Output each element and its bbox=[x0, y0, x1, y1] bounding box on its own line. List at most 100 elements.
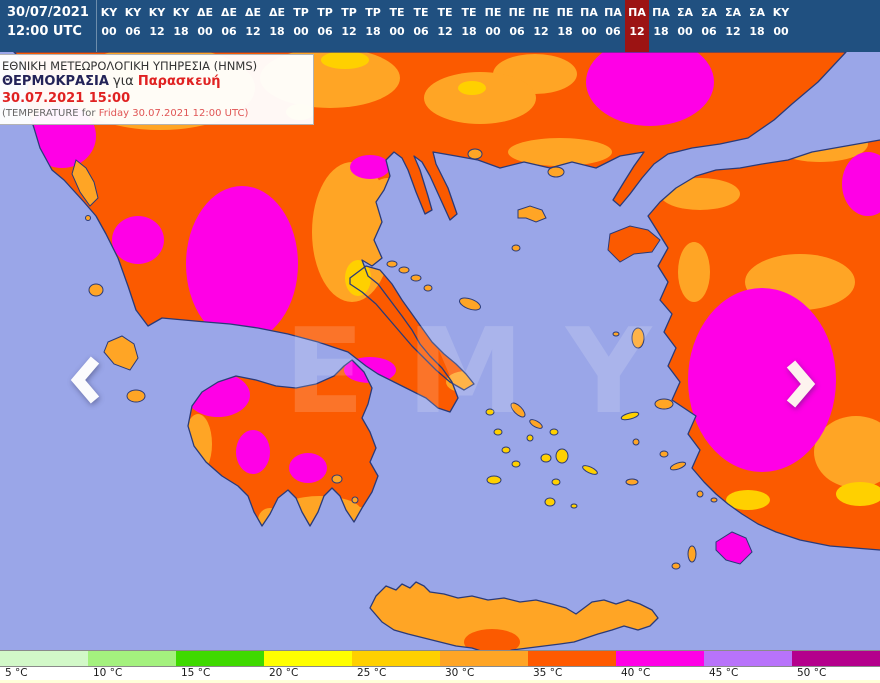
timestep-ΚΥ-00-28[interactable]: ΚΥ 00 bbox=[769, 0, 793, 52]
forecast-timebar: 30/07/2021 12:00 UTC ΚΥ 00 ΚΥ 06 ΚΥ 12 ΚΥ 18 ΔΕ 0… bbox=[0, 0, 880, 52]
timestep-ΤΕ-18-15[interactable]: ΤΕ 18 bbox=[457, 0, 481, 52]
timestep-ΔΕ-18-7[interactable]: ΔΕ 18 bbox=[265, 0, 289, 52]
legend-label: 10 °C bbox=[93, 667, 123, 679]
legend-segment-5°C bbox=[0, 651, 88, 666]
timestep-ΠΑ-12-22[interactable]: ΠΑ 12 bbox=[625, 0, 649, 52]
timestep-hour: 00 bbox=[677, 25, 693, 38]
timestep-hour: 00 bbox=[101, 25, 117, 38]
valid-time-english: Friday 30.07.2021 12:00 UTC) bbox=[98, 107, 249, 119]
timestep-ΚΥ-18-3[interactable]: ΚΥ 18 bbox=[169, 0, 193, 52]
timestep-hour: 12 bbox=[725, 25, 741, 38]
timestep-ΣΑ-12-26[interactable]: ΣΑ 12 bbox=[721, 0, 745, 52]
timestep-ΤΡ-00-8[interactable]: ΤΡ 00 bbox=[289, 0, 313, 52]
legend-segment-40°C bbox=[616, 651, 704, 666]
timestep-ΣΑ-00-24[interactable]: ΣΑ 00 bbox=[673, 0, 697, 52]
timestep-day: ΤΕ bbox=[437, 6, 453, 19]
legend-segment-50°C bbox=[792, 651, 880, 666]
timestep-ΤΕ-12-14[interactable]: ΤΕ 12 bbox=[433, 0, 457, 52]
timestep-ΤΡ-06-9[interactable]: ΤΡ 06 bbox=[313, 0, 337, 52]
legend-bottom-strip bbox=[0, 680, 880, 683]
timestep-day: ΤΡ bbox=[293, 6, 309, 19]
timestep-hour: 00 bbox=[389, 25, 405, 38]
timestep-ΣΑ-18-27[interactable]: ΣΑ 18 bbox=[745, 0, 769, 52]
timestep-ΠΑ-06-21[interactable]: ΠΑ 06 bbox=[601, 0, 625, 52]
legend-label: 45 °C bbox=[709, 667, 739, 679]
timestep-day: ΚΥ bbox=[148, 6, 166, 19]
valid-time-greek: Παρασκευή 30.07.2021 15:00 bbox=[2, 74, 221, 106]
timestep-ΔΕ-12-6[interactable]: ΔΕ 12 bbox=[241, 0, 265, 52]
timestep-hour: 00 bbox=[581, 25, 597, 38]
greece-temperature-map bbox=[0, 52, 880, 683]
timestep-hour: 00 bbox=[197, 25, 213, 38]
timestep-day: ΣΑ bbox=[676, 6, 694, 19]
timestep-hour: 18 bbox=[749, 25, 765, 38]
coastlines bbox=[13, 52, 880, 659]
timestep-day: ΠΑ bbox=[628, 6, 646, 19]
timestep-day: ΔΕ bbox=[268, 6, 286, 19]
timestep-day: ΚΥ bbox=[172, 6, 190, 19]
timestep-ΠΕ-18-19[interactable]: ΠΕ 18 bbox=[553, 0, 577, 52]
timestep-hour: 18 bbox=[557, 25, 573, 38]
timestep-ΚΥ-06-1[interactable]: ΚΥ 06 bbox=[121, 0, 145, 52]
temperature-legend: 5 °C 10 °C 15 °C 20 °C 25 °C 30 °C 35 °C 40 °C 4… bbox=[0, 650, 880, 683]
timestep-day: ΔΕ bbox=[196, 6, 214, 19]
crete-island bbox=[370, 582, 658, 658]
timestep-day: ΠΕ bbox=[532, 6, 550, 19]
timestep-hour: 00 bbox=[293, 25, 309, 38]
timestep-day: ΣΑ bbox=[700, 6, 718, 19]
timestep-ΚΥ-12-2[interactable]: ΚΥ 12 bbox=[145, 0, 169, 52]
legend-segment-25°C bbox=[352, 651, 440, 666]
timestep-day: ΠΑ bbox=[604, 6, 622, 19]
timestep-day: ΚΥ bbox=[100, 6, 118, 19]
timestep-ΠΕ-12-18[interactable]: ΠΕ 12 bbox=[529, 0, 553, 52]
timestep-hour: 00 bbox=[485, 25, 501, 38]
timestep-ΤΡ-12-10[interactable]: ΤΡ 12 bbox=[337, 0, 361, 52]
timestep-ΔΕ-06-5[interactable]: ΔΕ 06 bbox=[217, 0, 241, 52]
timestep-hour: 18 bbox=[461, 25, 477, 38]
timestep-hour: 18 bbox=[653, 25, 669, 38]
timestep-hour: 12 bbox=[533, 25, 549, 38]
timestep-hour: 18 bbox=[269, 25, 285, 38]
legend-label: 30 °C bbox=[445, 667, 475, 679]
timestep-hour: 06 bbox=[125, 25, 141, 38]
legend-segment-10°C bbox=[88, 651, 176, 666]
timestep-ΤΕ-06-13[interactable]: ΤΕ 06 bbox=[409, 0, 433, 52]
parameter-line-english: (TEMPERATURE for Friday 30.07.2021 12:00… bbox=[2, 107, 249, 119]
timestep-day: ΔΕ bbox=[220, 6, 238, 19]
timestep-hour: 12 bbox=[437, 25, 453, 38]
timestep-day: ΤΕ bbox=[413, 6, 429, 19]
timestep-ΠΑ-18-23[interactable]: ΠΑ 18 bbox=[649, 0, 673, 52]
timestep-day: ΤΡ bbox=[365, 6, 381, 19]
timestep-ΔΕ-00-4[interactable]: ΔΕ 00 bbox=[193, 0, 217, 52]
timestep-day: ΤΕ bbox=[389, 6, 405, 19]
timestep-hour: 18 bbox=[173, 25, 189, 38]
timestep-day: ΠΕ bbox=[508, 6, 526, 19]
legend-segment-30°C bbox=[440, 651, 528, 666]
timestep-hour: 12 bbox=[245, 25, 261, 38]
timestep-ΤΡ-18-11[interactable]: ΤΡ 18 bbox=[361, 0, 385, 52]
prev-timestep-button[interactable] bbox=[68, 352, 108, 408]
timestep-ΠΕ-00-16[interactable]: ΠΕ 00 bbox=[481, 0, 505, 52]
legend-label: 35 °C bbox=[533, 667, 563, 679]
run-date: 30/07/2021 bbox=[7, 5, 89, 20]
timestep-day: ΣΑ bbox=[724, 6, 742, 19]
timestep-hour: 06 bbox=[701, 25, 717, 38]
timestep-hour: 06 bbox=[317, 25, 333, 38]
timestep-ΠΕ-06-17[interactable]: ΠΕ 06 bbox=[505, 0, 529, 52]
parameter-line: ΘΕΡΜΟΚΡΑΣΙΑ για Παρασκευή 30.07.2021 15:… bbox=[2, 74, 221, 106]
timestep-ΣΑ-06-25[interactable]: ΣΑ 06 bbox=[697, 0, 721, 52]
timestep-ΚΥ-00-0[interactable]: ΚΥ 00 bbox=[97, 0, 121, 52]
timestep-day: ΤΡ bbox=[317, 6, 333, 19]
legend-segment-45°C bbox=[704, 651, 792, 666]
timestep-ΤΕ-00-12[interactable]: ΤΕ 00 bbox=[385, 0, 409, 52]
timestep-ΠΑ-00-20[interactable]: ΠΑ 00 bbox=[577, 0, 601, 52]
timestep-day: ΚΥ bbox=[772, 6, 790, 19]
legend-label: 25 °C bbox=[357, 667, 387, 679]
forecast-map-area: ΕΜΥ ΕΘΝΙΚΗ ΜΕΤΕΩΡΟΛΟΓΙΚΗ ΥΠΗΡΕΣΙΑ (HNMS)… bbox=[0, 52, 880, 683]
timestep-day: ΠΕ bbox=[484, 6, 502, 19]
timestep-hour: 18 bbox=[365, 25, 381, 38]
next-timestep-button[interactable] bbox=[780, 356, 820, 412]
timestep-day: ΣΑ bbox=[748, 6, 766, 19]
legend-label: 50 °C bbox=[797, 667, 827, 679]
timestep-day: ΚΥ bbox=[124, 6, 142, 19]
